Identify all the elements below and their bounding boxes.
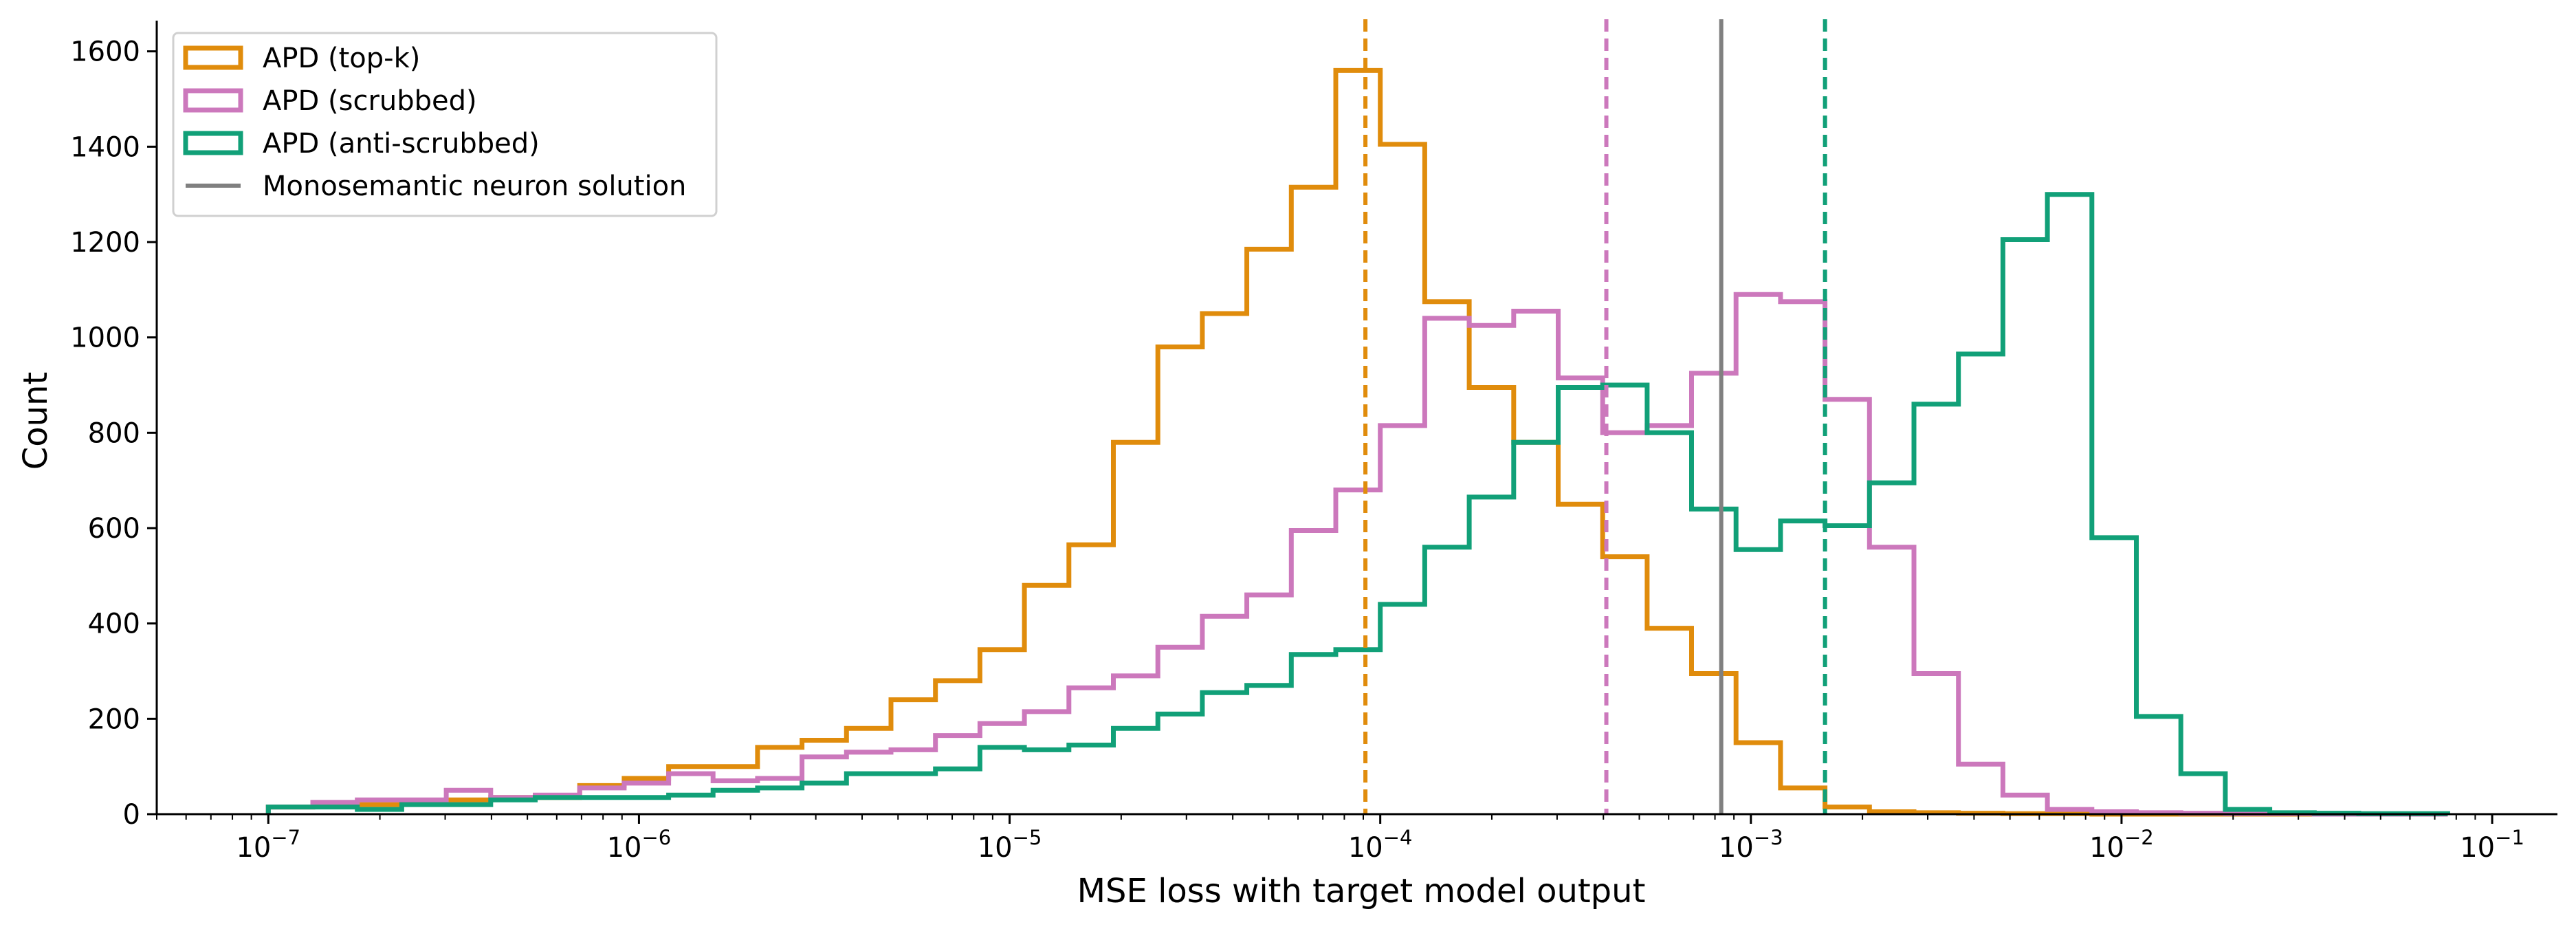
legend-box xyxy=(172,32,718,217)
y-tick-label: 1000 xyxy=(70,323,140,354)
x-tick-label: 10−5 xyxy=(978,826,1042,864)
y-tick-label: 1400 xyxy=(70,131,140,163)
legend: APD (top-k) APD (scrubbed) APD (anti-scrub… xyxy=(172,32,718,217)
legend-swatch-2 xyxy=(183,131,243,155)
x-tick-label: 10−2 xyxy=(2089,826,2154,864)
legend-label-2: APD (anti-scrubbed) xyxy=(263,128,540,160)
y-tick-label: 600 xyxy=(88,513,140,545)
y-axis: 0 200 400 600 800 1000 1200 1400 1600 xyxy=(70,21,158,831)
y-tick-label: 1200 xyxy=(70,227,140,259)
y-tick-label: 0 xyxy=(123,799,140,831)
legend-swatch-1 xyxy=(183,88,243,113)
histogram-series-2 xyxy=(265,192,2450,816)
x-tick-label: 10−1 xyxy=(2460,826,2524,864)
x-tick-label: 10−3 xyxy=(1719,826,1783,864)
legend-label-3: Monosemantic neuron solution xyxy=(263,171,686,202)
y-tick-label: 800 xyxy=(88,417,140,449)
legend-swatch-0 xyxy=(183,45,243,70)
y-tick-label: 200 xyxy=(88,703,140,735)
x-tick-label: 10−4 xyxy=(1348,826,1413,864)
histogram-series-1 xyxy=(265,292,2448,817)
x-axis-label: MSE loss with target model output xyxy=(1077,872,1646,910)
legend-label-0: APD (top-k) xyxy=(263,43,420,74)
x-tick-label: 10−7 xyxy=(236,826,300,864)
legend-label-1: APD (scrubbed) xyxy=(263,85,477,117)
plot-area xyxy=(265,19,2450,817)
x-axis: 10−7 10−6 10−5 10−4 10−3 10−2 10−1 xyxy=(155,813,2557,864)
y-tick-label: 400 xyxy=(88,609,140,640)
x-tick-label: 10−6 xyxy=(607,826,672,864)
y-axis-label: Count xyxy=(16,372,55,470)
y-tick-label: 1600 xyxy=(70,36,140,68)
